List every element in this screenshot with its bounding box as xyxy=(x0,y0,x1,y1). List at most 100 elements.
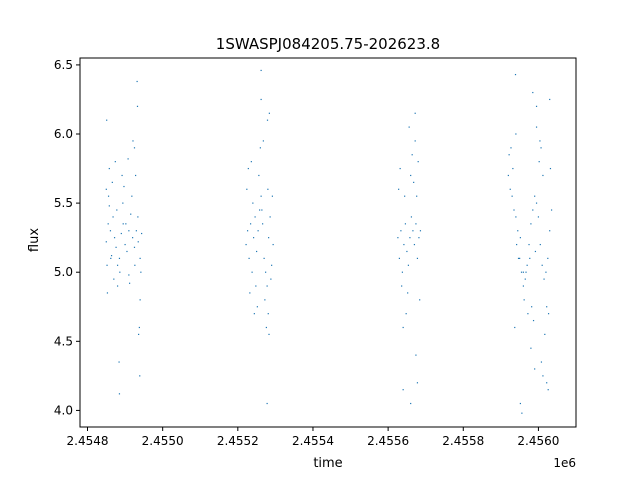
data-point xyxy=(120,232,122,235)
data-point xyxy=(547,257,549,259)
data-point xyxy=(107,195,110,197)
data-point xyxy=(116,264,119,266)
data-point xyxy=(134,264,136,266)
data-point xyxy=(544,333,546,335)
x-axis: 2.4548 2.4550 2.4552 2.4554 2.4556 2.4558 2.45… xyxy=(67,427,559,448)
data-point xyxy=(114,161,116,163)
data-point xyxy=(522,271,524,273)
data-point xyxy=(549,167,552,170)
data-point xyxy=(266,119,269,121)
data-point xyxy=(112,216,114,218)
y-tick-label: 4.5 xyxy=(54,334,73,348)
data-point xyxy=(402,389,404,391)
data-point xyxy=(138,333,140,335)
x-tick-label: 2.4550 xyxy=(142,434,184,448)
data-point xyxy=(408,126,410,128)
data-point xyxy=(259,209,261,211)
data-point xyxy=(407,264,410,266)
data-point xyxy=(540,147,542,149)
data-point xyxy=(106,119,108,121)
y-axis: 4.0 4.5 5.0 5.5 6.0 6.5 xyxy=(54,58,80,417)
data-point xyxy=(127,158,129,160)
data-point xyxy=(539,243,541,246)
data-point xyxy=(268,333,270,335)
x-tick-label: 2.4554 xyxy=(292,434,334,448)
data-point xyxy=(402,326,404,329)
data-point xyxy=(532,209,534,211)
data-point xyxy=(106,292,109,294)
data-point xyxy=(122,223,124,225)
data-point xyxy=(141,232,143,235)
data-point xyxy=(409,237,411,239)
data-point xyxy=(543,278,545,280)
data-point xyxy=(401,285,403,287)
data-point xyxy=(133,246,136,248)
data-point xyxy=(130,213,132,215)
data-point xyxy=(115,246,117,248)
data-point xyxy=(118,393,121,395)
x-offset-label: 1e6 xyxy=(553,456,576,470)
data-point xyxy=(516,243,518,246)
data-point xyxy=(530,223,532,225)
data-point xyxy=(264,299,266,301)
data-point xyxy=(521,412,523,414)
data-point xyxy=(413,181,415,183)
data-point xyxy=(526,264,528,266)
data-point xyxy=(406,250,408,253)
data-point xyxy=(137,241,139,243)
data-point xyxy=(260,98,262,101)
chart-title: 1SWASPJ084205.75-202623.8 xyxy=(216,35,440,53)
data-point xyxy=(258,174,260,177)
data-point xyxy=(540,361,543,363)
y-axis-label: flux xyxy=(27,228,42,252)
data-point xyxy=(265,271,267,273)
data-point xyxy=(110,255,113,257)
data-point xyxy=(419,299,421,301)
x-tick-label: 2.4548 xyxy=(67,434,109,448)
data-point xyxy=(517,230,519,232)
data-point xyxy=(514,73,517,76)
data-point xyxy=(549,230,551,232)
data-point xyxy=(401,271,403,273)
data-point xyxy=(129,282,131,284)
data-point xyxy=(246,230,249,232)
data-point xyxy=(250,161,252,163)
data-point xyxy=(251,271,253,273)
data-point xyxy=(136,80,138,83)
x-tick-label: 2.4558 xyxy=(442,434,484,448)
data-point xyxy=(542,375,544,377)
data-point xyxy=(539,140,541,142)
data-point xyxy=(136,105,139,107)
data-point xyxy=(508,154,510,156)
data-point xyxy=(270,278,272,280)
data-point xyxy=(108,205,110,207)
x-tick-label: 2.4552 xyxy=(217,434,259,448)
data-point xyxy=(265,326,267,329)
data-point xyxy=(411,154,413,156)
data-point xyxy=(268,237,270,239)
data-point xyxy=(547,313,550,315)
data-point xyxy=(535,105,538,107)
data-point xyxy=(249,223,252,225)
data-point xyxy=(541,264,543,266)
data-point xyxy=(524,278,526,280)
data-point xyxy=(109,230,112,232)
data-point xyxy=(269,216,271,218)
data-point xyxy=(267,313,269,315)
data-point xyxy=(116,285,119,287)
y-tick-label: 6.0 xyxy=(54,127,73,141)
data-point xyxy=(519,257,521,259)
plot-area xyxy=(105,69,553,414)
data-point xyxy=(414,112,416,114)
data-point xyxy=(116,209,118,211)
data-point xyxy=(272,243,274,246)
data-point xyxy=(514,326,516,329)
data-point xyxy=(419,230,422,232)
data-point xyxy=(523,299,525,301)
data-point xyxy=(113,237,116,239)
data-point xyxy=(397,237,399,239)
data-point xyxy=(135,230,137,232)
data-point xyxy=(110,257,112,259)
y-tick-label: 6.5 xyxy=(54,58,73,72)
data-point xyxy=(546,382,548,384)
